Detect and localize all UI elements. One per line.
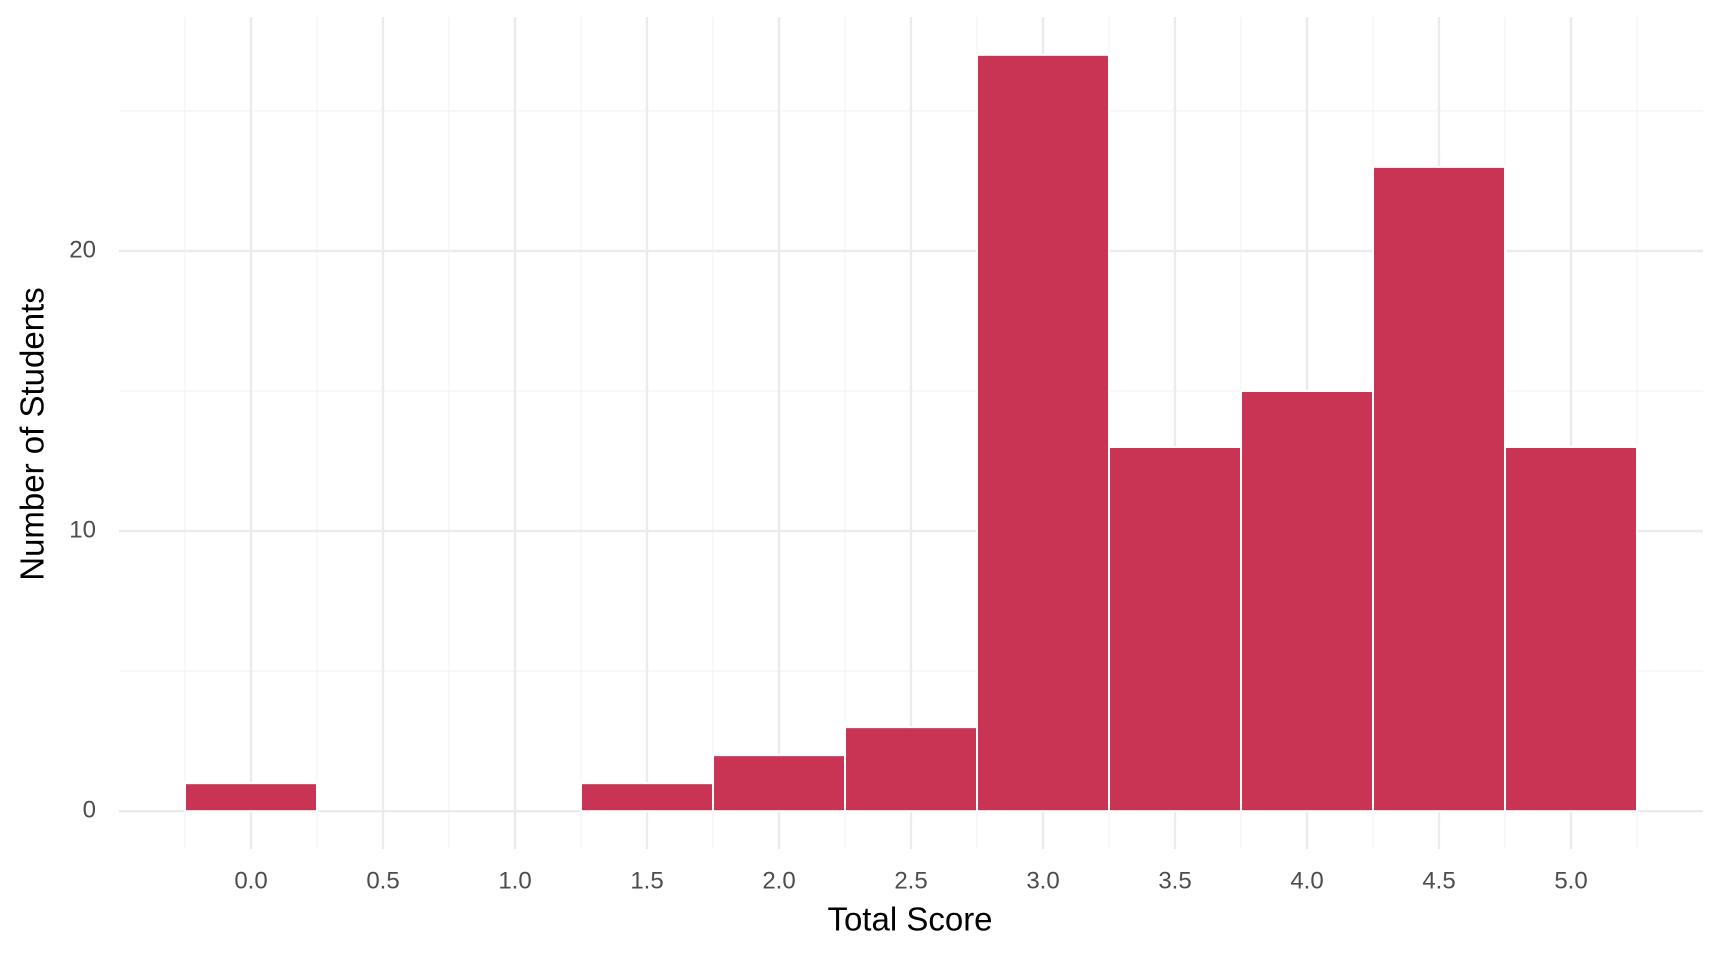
x-axis-title: Total Score [827, 901, 992, 938]
bar [1240, 389, 1374, 813]
bar [844, 726, 978, 813]
bar [1504, 446, 1638, 813]
bar [976, 53, 1110, 813]
bar [1108, 446, 1242, 813]
bar [184, 782, 318, 813]
x-tick-label: 3.5 [1158, 867, 1191, 894]
y-tick-label: 0 [83, 797, 96, 824]
x-tick-label: 1.5 [630, 867, 663, 894]
bar [712, 754, 846, 813]
y-tick-label: 10 [69, 516, 96, 543]
x-tick-label: 4.5 [1422, 867, 1455, 894]
x-tick-label: 4.0 [1290, 867, 1323, 894]
x-tick-label: 2.0 [762, 867, 795, 894]
x-tick-label: 5.0 [1554, 867, 1587, 894]
bar [1372, 165, 1506, 813]
x-tick-label: 1.0 [498, 867, 531, 894]
x-tick-label: 3.0 [1026, 867, 1059, 894]
y-tick-label: 20 [69, 236, 96, 263]
x-tick-label: 0.5 [366, 867, 399, 894]
x-tick-label: 0.0 [234, 867, 267, 894]
x-tick-label: 2.5 [894, 867, 927, 894]
y-axis-title: Number of Students [14, 287, 51, 581]
bar [580, 782, 714, 813]
